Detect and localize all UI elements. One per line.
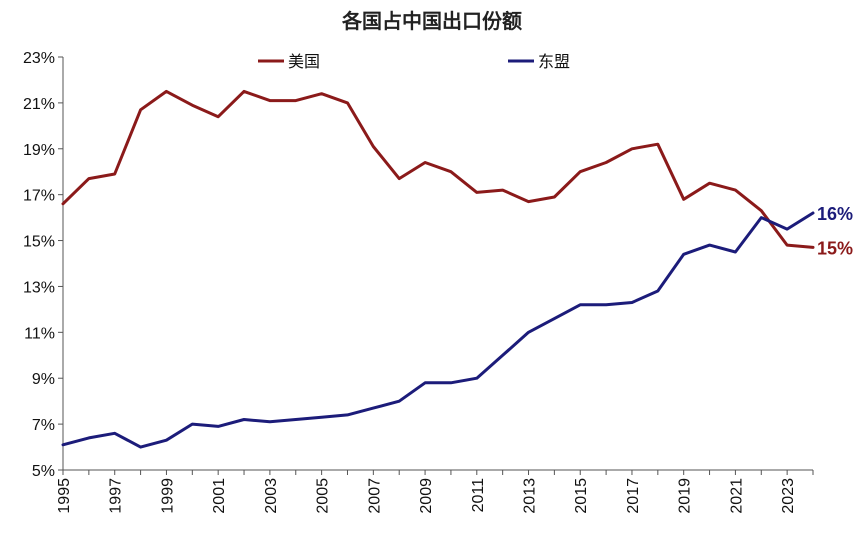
y-tick-label: 7%: [32, 417, 55, 434]
x-tick-label: 2001: [211, 478, 228, 514]
series-end-label: 15%: [817, 238, 853, 258]
y-tick-label: 21%: [23, 96, 55, 113]
x-tick-label: 2011: [470, 478, 487, 513]
y-tick-label: 17%: [23, 188, 55, 205]
y-tick-label: 19%: [23, 142, 55, 159]
end-labels: 15% 16%: [817, 204, 853, 258]
y-tick-label: 11%: [24, 325, 55, 342]
series-line-usa: [61, 89, 815, 249]
x-tick-label: 2015: [573, 478, 590, 514]
x-tick-label: 2017: [625, 478, 642, 514]
series-line-asean: [61, 211, 815, 449]
legend: 美国 东盟: [258, 52, 570, 71]
y-tick-label: 5%: [32, 463, 55, 480]
x-tick-label: 2019: [677, 478, 694, 514]
y-tick-label: 9%: [32, 371, 55, 388]
axes: 5% 7% 9% 11% 13% 15% 17% 19% 21% 23% 1995 1997 1999 2…: [23, 50, 814, 514]
x-tick-label: 2007: [366, 478, 383, 514]
legend-label: 东盟: [538, 52, 570, 71]
x-tick-label: 2003: [263, 478, 280, 514]
legend-label: 美国: [288, 52, 320, 71]
x-tick-label: 1995: [56, 478, 73, 514]
x-tick-label: 2021: [728, 478, 745, 514]
series-end-label: 16%: [817, 204, 853, 224]
x-tick-label: 1997: [108, 478, 125, 514]
x-tick-label: 2005: [315, 478, 332, 514]
x-tick-label: 2023: [780, 478, 797, 514]
y-tick-label: 23%: [23, 50, 55, 67]
chart-title: 各国占中国出口份额: [341, 9, 522, 33]
y-tick-label: 15%: [23, 234, 55, 251]
x-tick-label: 2009: [418, 478, 435, 514]
y-tick-label: 13%: [23, 279, 55, 296]
x-tick-label: 1999: [159, 478, 176, 514]
x-tick-label: 2013: [522, 478, 539, 514]
series-lines: [61, 89, 815, 449]
